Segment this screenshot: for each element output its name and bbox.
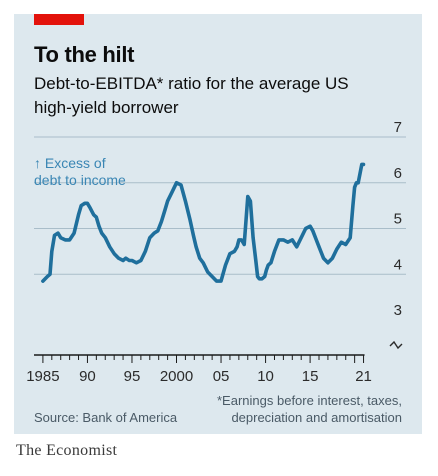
y-tick-label-5: 5 [394, 211, 402, 228]
source-note: Source: Bank of America [34, 410, 178, 425]
x-tick-label-21: 21 [355, 368, 372, 385]
annotation-line-1: ↑ Excess of [34, 155, 106, 171]
footnote-line-1: *Earnings before interest, taxes, [217, 393, 402, 408]
x-tick-label-90: 90 [79, 368, 96, 385]
y-tick-label-6: 6 [394, 165, 402, 182]
x-tick-label-05: 05 [213, 368, 230, 385]
y-tick-label-7: 7 [394, 119, 402, 136]
x-tick-label-2000: 2000 [160, 368, 193, 385]
annotation-line-2: debt to income [34, 172, 126, 188]
y-tick-label-3: 3 [394, 302, 402, 319]
line-chart: 3 4 5 6 7 1985 90 95 2000 05 10 15 21 ↑ Excess ofdebt… [26, 119, 406, 385]
brand-accent-tag [34, 14, 84, 25]
footnote: *Earnings before interest, taxes, deprec… [217, 392, 402, 426]
chart-title: To the hilt [34, 42, 135, 67]
x-tick-label-15: 15 [302, 368, 319, 385]
x-tick-label-1985: 1985 [26, 368, 59, 385]
chart-subtitle: Debt-to-EBITDA* ratio for the average US… [34, 74, 349, 117]
publisher-brand: The Economist [16, 442, 118, 459]
footnote-line-2: depreciation and amortisation [231, 410, 402, 425]
x-tick-label-10: 10 [257, 368, 274, 385]
axis-break-icon [389, 340, 403, 350]
debt-to-ebitda-series-line [41, 162, 366, 283]
chart-panel: To the hilt Debt-to-EBITDA* ratio for th… [14, 14, 422, 434]
y-tick-label-4: 4 [394, 256, 402, 273]
x-tick-label-95: 95 [124, 368, 141, 385]
